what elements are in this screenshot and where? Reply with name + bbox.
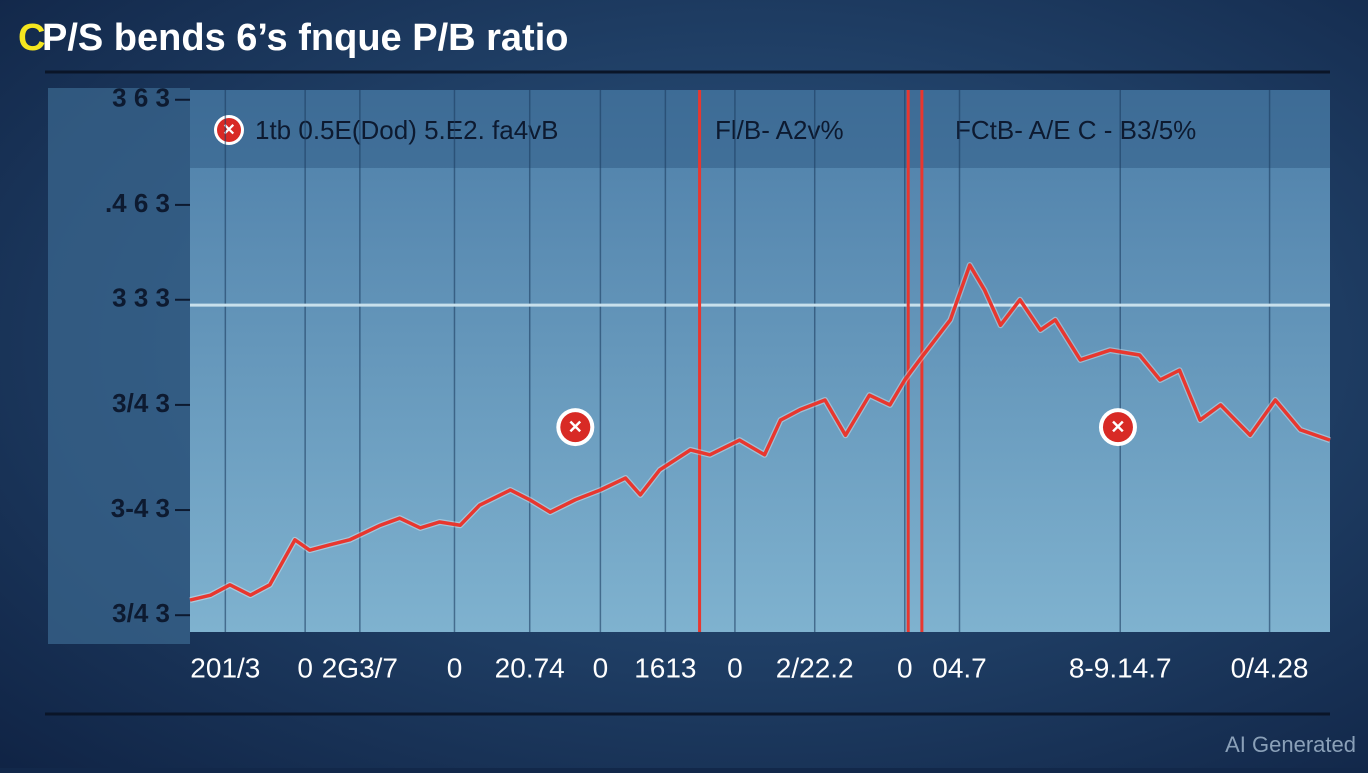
x-tick-label: 0 [593,652,609,683]
x-tick-label: 0 [447,652,463,683]
watermark: AI Generated [1225,732,1356,757]
x-tick-label: 2/22.2 [776,652,854,683]
y-tick-label: 3/4 3 [112,598,170,628]
x-tick-label: 04.7 [932,652,987,683]
header-band [190,90,1330,168]
x-tick-label: 8-9.14.7 [1069,652,1172,683]
x-tick-label: 2G3/7 [322,652,398,683]
marker [560,412,591,443]
y-tick-label: 3 6 3 [112,83,170,113]
annotation: Fl/B- A2v% [715,115,844,145]
annotation: 1tb 0.5E(Dod) 5.E2. fa4vB [255,115,559,145]
marker-icon: ✕ [1110,417,1125,437]
y-tick-label: .4 6 3 [105,188,170,218]
legend-icon [217,118,241,142]
x-tick-label: 0/4.28 [1231,652,1309,683]
y-tick-label: 3 3 3 [112,283,170,313]
x-tick-label: 20.74 [495,652,565,683]
line [189,263,1331,602]
legend-icon: ✕ [222,122,235,139]
x-tick-label: 0 [297,652,313,683]
chart-title: P/S bends 6’s fnque P/B ratio [42,17,568,59]
x-tick-label: 201/3 [190,652,260,683]
plot-area [190,90,1330,632]
x-tick-label: 0 [727,652,743,683]
title-prefix: C [18,17,45,59]
x-tick-label: 1613 [634,652,696,683]
y-axis-panel [48,88,190,644]
annotation: FCtB- A/E C - B3/5% [955,115,1196,145]
x-tick-label: 0 [897,652,913,683]
marker-icon: ✕ [568,417,583,437]
marker [1102,412,1133,443]
y-tick-label: 3/4 3 [112,388,170,418]
y-tick-label: 3-4 3 [111,493,170,523]
